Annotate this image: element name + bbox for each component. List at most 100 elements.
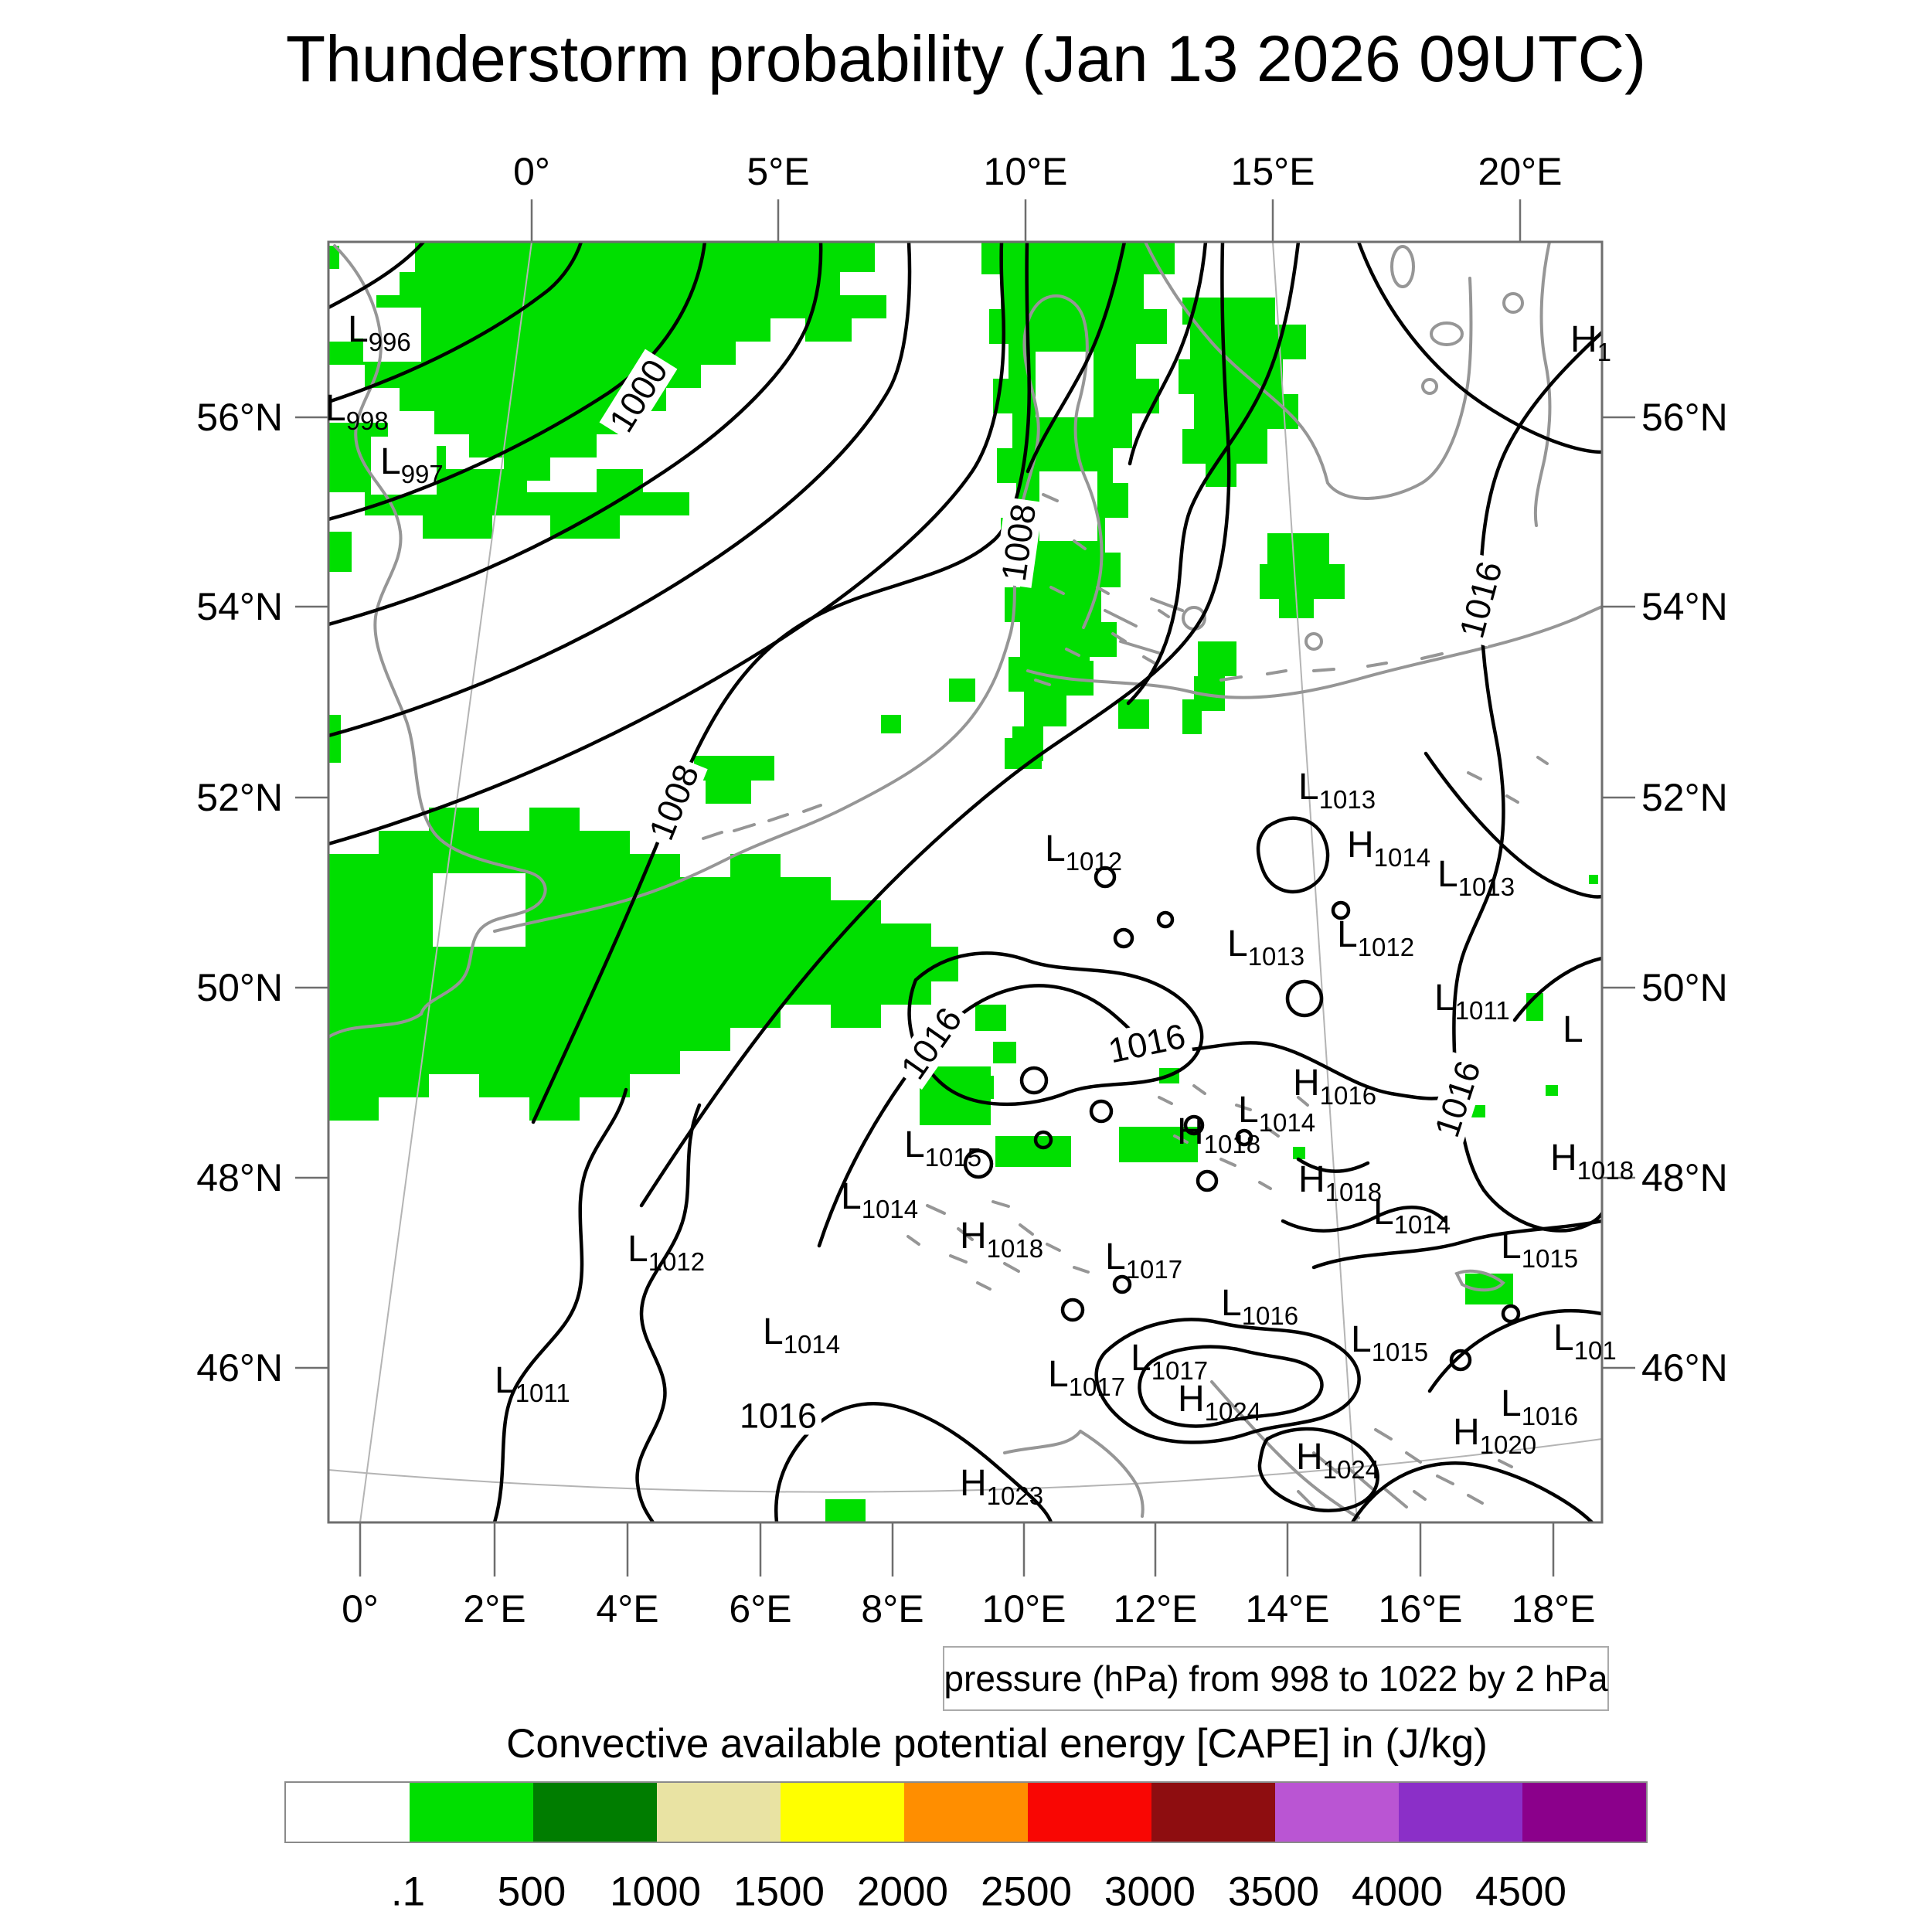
pressure-letter: L xyxy=(1501,1383,1522,1424)
pressure-center-label: H1016 xyxy=(1293,1065,1376,1109)
pressure-letter: L xyxy=(380,441,401,482)
pressure-center-label: L1011 xyxy=(1434,978,1510,1025)
colorbar-tick-label: .1 xyxy=(390,1869,426,1915)
pressure-value: 1014 xyxy=(1393,1210,1451,1239)
pressure-value: 1014 xyxy=(861,1195,919,1223)
right-axis-label: 50°N xyxy=(1641,966,1728,1009)
colorbar-segment xyxy=(1522,1783,1646,1842)
pressure-center-label: L1014 xyxy=(841,1179,919,1223)
pressure-center-label: L1012 xyxy=(628,1231,706,1276)
bottom-axis-label: 0° xyxy=(342,1587,379,1631)
map-frame xyxy=(327,240,1604,1524)
pressure-letter: L xyxy=(1045,828,1066,869)
pressure-letter: H xyxy=(1570,319,1597,360)
bottom-axis-label: 2°E xyxy=(463,1587,526,1631)
pressure-value: 1014 xyxy=(783,1330,841,1359)
axis-ticks xyxy=(295,199,1635,1577)
colorbar-tick-label: 3500 xyxy=(1228,1869,1319,1915)
pressure-letter: H xyxy=(1453,1412,1480,1453)
pressure-value: 1017 xyxy=(1068,1372,1126,1401)
cape-shading-holes xyxy=(352,308,1097,947)
top-axis-label: 15°E xyxy=(1230,150,1315,193)
pressure-center-label: L997 xyxy=(380,441,444,488)
pressure-center-label: H1024 xyxy=(1178,1379,1262,1426)
pressure-value: 1011 xyxy=(1454,996,1510,1025)
pressure-value: 996 xyxy=(368,328,411,356)
pressure-center-label: H1018 xyxy=(960,1216,1043,1262)
pressure-letter: L xyxy=(1501,1226,1522,1267)
pressure-value: 1015 xyxy=(924,1143,982,1172)
pressure-center-label: H1018 xyxy=(1298,1159,1383,1206)
pressure-center-label: L xyxy=(1563,1012,1583,1055)
pressure-letter: L xyxy=(1437,854,1458,895)
pressure-value: 1024 xyxy=(1204,1397,1262,1426)
pressure-value: 1012 xyxy=(648,1247,706,1276)
right-axis-label: 54°N xyxy=(1641,585,1728,628)
pressure-value: 998 xyxy=(345,406,389,435)
contour-label: 1016 xyxy=(734,1396,822,1435)
pressure-value: 1013 xyxy=(1247,942,1305,971)
right-axis-label: 52°N xyxy=(1641,776,1728,819)
pressure-letter: L xyxy=(1298,767,1319,808)
page-title: Thunderstorm probability (Jan 13 2026 09… xyxy=(285,22,1647,95)
top-axis-label: 0° xyxy=(513,150,550,193)
colorbar-segment xyxy=(657,1783,781,1842)
pressure-value: 1015 xyxy=(1371,1338,1429,1366)
pressure-center-label: L1013 xyxy=(1298,767,1376,813)
pressure-center-label: L1011 xyxy=(495,1362,570,1406)
pressure-center-label: H1020 xyxy=(1453,1414,1536,1458)
left-axis-label: 56°N xyxy=(196,396,283,439)
top-axis-label: 20°E xyxy=(1478,150,1563,193)
pressure-center-label: L1015 xyxy=(904,1127,982,1172)
pressure-caption-box: pressure (hPa) from 998 to 1022 by 2 hPa xyxy=(943,1646,1609,1711)
pressure-contours xyxy=(328,242,1602,1522)
pressure-letter: L xyxy=(1373,1192,1394,1233)
colorbar-tick-label: 1500 xyxy=(733,1869,825,1915)
pressure-center-label: L1014 xyxy=(1238,1090,1316,1137)
pressure-letter: L xyxy=(1563,1009,1583,1050)
pressure-value: 1 xyxy=(1597,338,1612,366)
pressure-value: 997 xyxy=(400,460,444,488)
pressure-letter: L xyxy=(1221,1283,1242,1324)
pressure-letter: H xyxy=(1347,825,1374,866)
pressure-value: 1017 xyxy=(1151,1356,1209,1385)
pressure-center-label: L1012 xyxy=(1045,828,1122,875)
colorbar-segment xyxy=(286,1783,410,1842)
pressure-letter: L xyxy=(1238,1090,1259,1131)
pressure-letter: H xyxy=(960,1216,987,1257)
pressure-center-label: H1023 xyxy=(960,1465,1043,1509)
pressure-value: 1016 xyxy=(1521,1402,1579,1430)
pressure-center-label: L996 xyxy=(348,311,411,355)
colorbar-title: Convective available potential energy [C… xyxy=(506,1721,1488,1767)
pressure-letter: H xyxy=(1550,1138,1577,1179)
pressure-letter: L xyxy=(1227,923,1248,964)
pressure-center-label: L1013 xyxy=(1437,856,1515,900)
pressure-center-label: H1 xyxy=(1570,319,1612,366)
pressure-letter: L xyxy=(1131,1338,1151,1379)
pressure-center-label: L1016 xyxy=(1221,1283,1298,1329)
pressure-center-label: H1018 xyxy=(1177,1114,1260,1158)
bottom-axis-label: 18°E xyxy=(1511,1587,1596,1631)
bottom-axis-label: 6°E xyxy=(729,1587,792,1631)
bottom-axis-label: 8°E xyxy=(861,1587,924,1631)
pressure-letter: L xyxy=(348,309,369,350)
pressure-center-label: L1017 xyxy=(1048,1356,1125,1400)
colorbar xyxy=(284,1781,1648,1843)
pressure-value: 1018 xyxy=(1325,1178,1383,1206)
colorbar-tick-label: 3000 xyxy=(1104,1869,1196,1915)
pressure-value: 1014 xyxy=(1258,1108,1316,1137)
pressure-letter: H xyxy=(1178,1379,1205,1420)
left-axis-label: 48°N xyxy=(196,1156,283,1199)
pressure-value: 1012 xyxy=(1357,933,1415,961)
right-axis-label: 48°N xyxy=(1641,1156,1728,1199)
pressure-center-label: L1015 xyxy=(1501,1226,1578,1272)
pressure-center-label: L1013 xyxy=(1227,923,1305,971)
colorbar-segment xyxy=(1151,1783,1275,1842)
pressure-letter: L xyxy=(1434,978,1455,1019)
pressure-letter: H xyxy=(1298,1159,1325,1200)
colorbar-segment xyxy=(1028,1783,1151,1842)
pressure-center-label: L1015 xyxy=(1351,1321,1429,1366)
colorbar-segment xyxy=(1399,1783,1522,1842)
pressure-letter: H xyxy=(960,1463,987,1504)
pressure-letter: L xyxy=(1337,914,1358,955)
